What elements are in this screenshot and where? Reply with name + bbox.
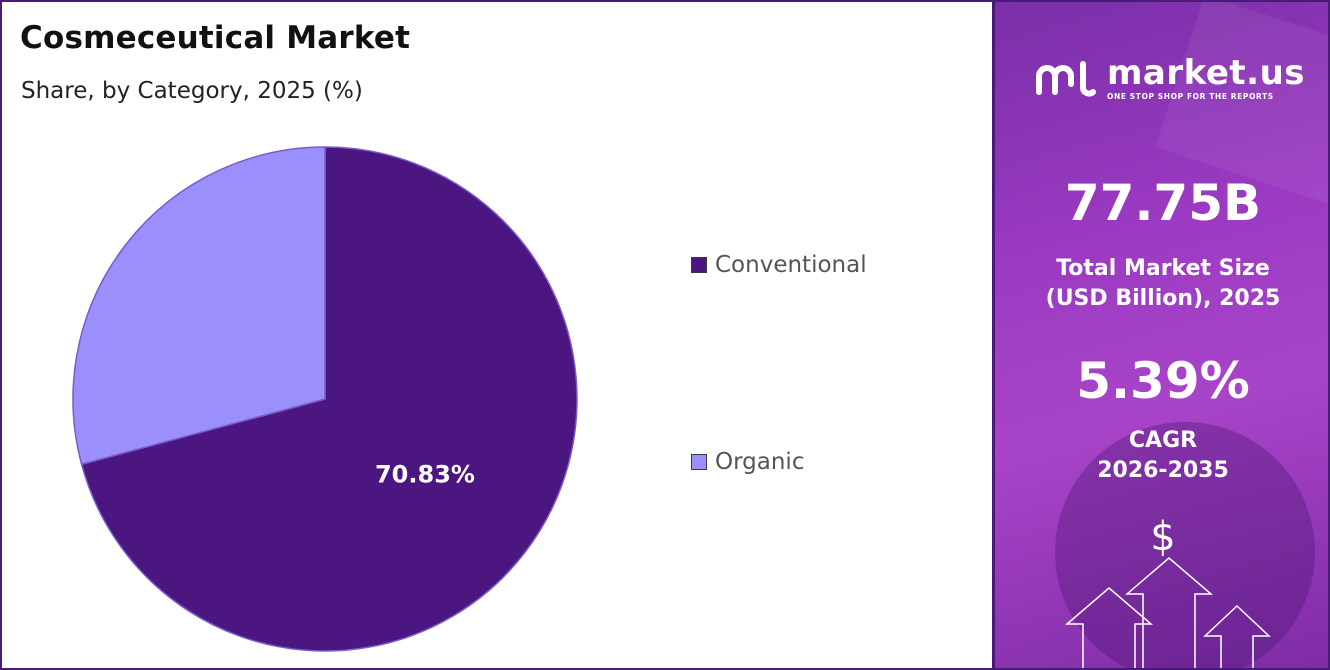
market-size-label-line1: Total Market Size bbox=[1056, 256, 1270, 281]
chart-subtitle: Share, by Category, 2025 (%) bbox=[21, 78, 363, 104]
market-size-label-line2: (USD Billion), 2025 bbox=[1045, 286, 1281, 311]
cagr-value: 5.39% bbox=[1076, 352, 1250, 410]
pie-slice-conventional bbox=[80, 146, 578, 652]
pie-data-label-conventional: 70.83% bbox=[375, 461, 475, 489]
legend-swatch-organic bbox=[691, 454, 707, 470]
summary-panel: market.us ONE STOP SHOP FOR THE REPORTS … bbox=[992, 2, 1328, 668]
legend-item-conventional: Conventional bbox=[691, 252, 867, 278]
up-arrow-icon bbox=[1064, 587, 1154, 668]
legend-label-organic: Organic bbox=[715, 449, 805, 475]
growth-arrows bbox=[1064, 557, 1271, 668]
brand-name: market.us bbox=[1107, 52, 1306, 93]
up-arrow-icon bbox=[1203, 604, 1271, 668]
market-us-logo-icon bbox=[1036, 61, 1096, 97]
pie-chart: 70.83% bbox=[72, 146, 578, 652]
chart-title: Cosmeceutical Market bbox=[20, 20, 411, 56]
dollar-icon: $ bbox=[1150, 514, 1176, 560]
background-decoration bbox=[1055, 422, 1315, 668]
legend-item-organic: Organic bbox=[691, 449, 804, 475]
market-size-value: 77.75B bbox=[1064, 174, 1262, 232]
cagr-label-line1: CAGR bbox=[1128, 428, 1198, 453]
pie-slice-organic bbox=[72, 146, 326, 466]
brand-tagline: ONE STOP SHOP FOR THE REPORTS bbox=[1107, 91, 1274, 101]
legend-label-conventional: Conventional bbox=[715, 252, 867, 278]
legend-swatch-conventional bbox=[691, 257, 707, 273]
cagr-label-line2: 2026-2035 bbox=[1097, 458, 1229, 483]
brand-logo: market.us ONE STOP SHOP FOR THE REPORTS bbox=[1033, 54, 1305, 102]
up-arrow-icon bbox=[1124, 557, 1214, 668]
